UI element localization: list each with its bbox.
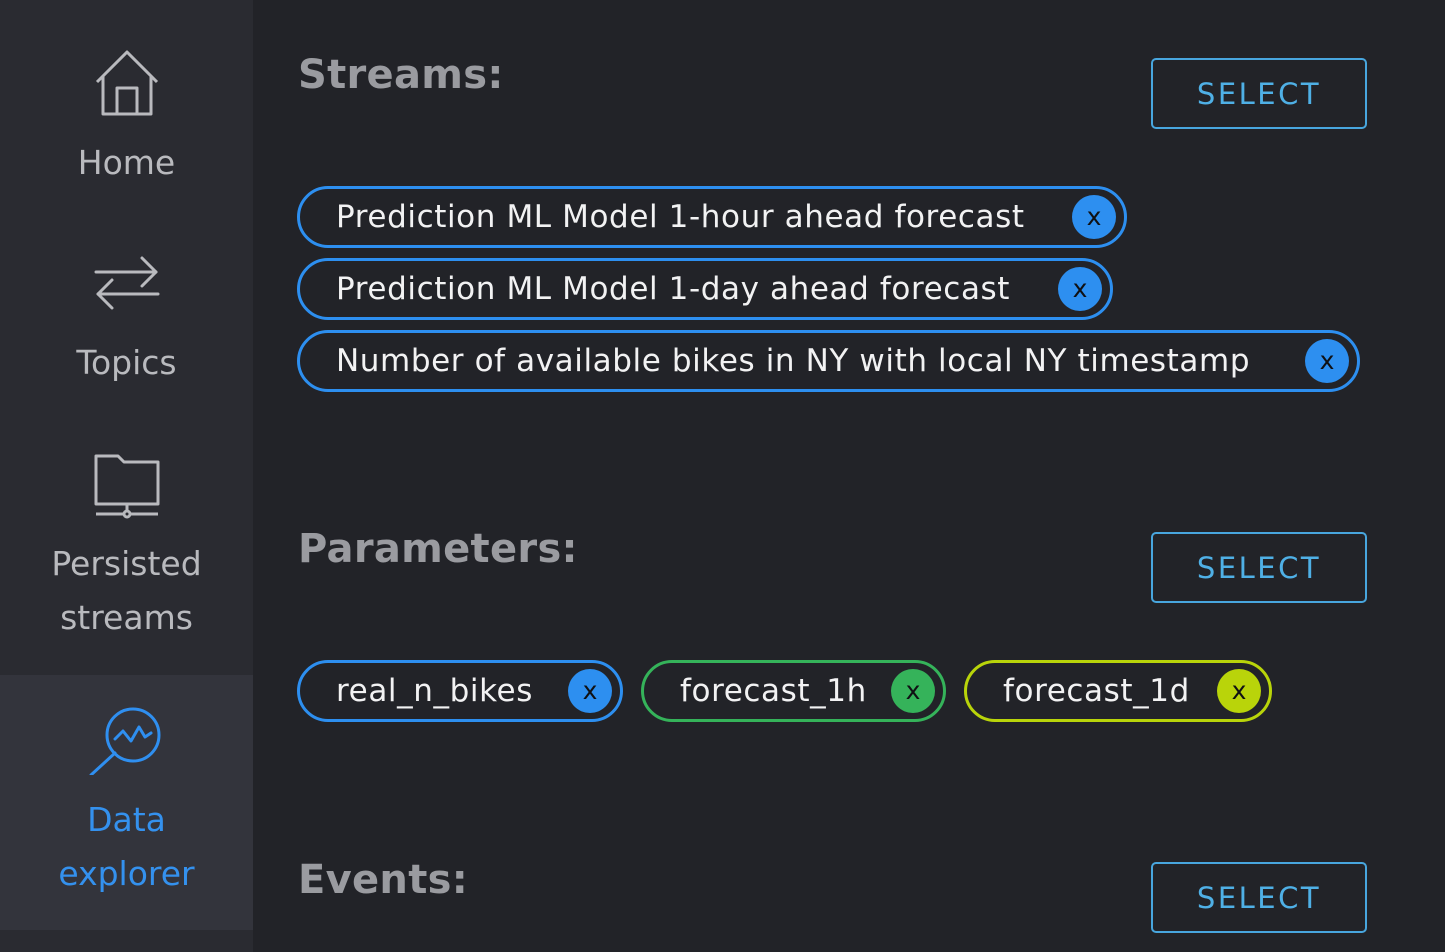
streams-title: Streams: <box>298 52 504 98</box>
stream-chip-label: Prediction ML Model 1-hour ahead forecas… <box>336 199 1025 235</box>
parameter-chip: forecast_1d x <box>964 660 1272 722</box>
parameter-chip-label: forecast_1d <box>1003 673 1190 709</box>
remove-chip-button[interactable]: x <box>1305 339 1349 383</box>
sidebar-item-label: Home <box>77 143 176 182</box>
parameter-chip-label: real_n_bikes <box>336 673 533 709</box>
sidebar-item-persisted-streams[interactable]: Persisted streams <box>0 430 253 660</box>
home-icon <box>93 48 161 122</box>
remove-chip-button[interactable]: x <box>1058 267 1102 311</box>
stream-chip: Number of available bikes in NY with loc… <box>297 330 1360 392</box>
parameter-chip: real_n_bikes x <box>297 660 623 722</box>
arrows-exchange-icon <box>92 252 162 318</box>
stream-chip-label: Number of available bikes in NY with loc… <box>336 343 1251 379</box>
magnifier-chart-icon <box>87 703 167 779</box>
events-title: Events: <box>298 857 469 903</box>
sidebar-item-label-line1: Persisted <box>51 544 202 583</box>
parameters-title: Parameters: <box>298 526 578 572</box>
stream-chip-label: Prediction ML Model 1-day ahead forecast <box>336 271 1011 307</box>
events-select-button[interactable]: SELECT <box>1151 862 1367 933</box>
remove-chip-button[interactable]: x <box>1217 669 1261 713</box>
sidebar-item-data-explorer[interactable]: Data explorer <box>0 675 253 930</box>
streams-select-button[interactable]: SELECT <box>1151 58 1367 129</box>
stream-chip: Prediction ML Model 1-day ahead forecast… <box>297 258 1113 320</box>
sidebar-item-label: Persisted streams <box>0 537 253 645</box>
sidebar-item-label: Data explorer <box>0 793 253 901</box>
sidebar-item-label-line1: Data <box>87 800 166 839</box>
sidebar-item-home[interactable]: Home <box>0 0 253 210</box>
remove-chip-button[interactable]: x <box>1072 195 1116 239</box>
folder-network-icon <box>92 450 162 524</box>
remove-chip-button[interactable]: x <box>891 669 935 713</box>
sidebar: Home Topics <box>0 0 253 952</box>
parameter-chip: forecast_1h x <box>641 660 946 722</box>
stream-chip: Prediction ML Model 1-hour ahead forecas… <box>297 186 1127 248</box>
sidebar-item-topics[interactable]: Topics <box>0 220 253 420</box>
parameter-chip-label: forecast_1h <box>680 673 867 709</box>
remove-chip-button[interactable]: x <box>568 669 612 713</box>
parameters-select-button[interactable]: SELECT <box>1151 532 1367 603</box>
sidebar-item-label-line2: explorer <box>58 854 195 893</box>
sidebar-item-label-line2: streams <box>60 598 193 637</box>
sidebar-item-label: Topics <box>76 343 177 382</box>
